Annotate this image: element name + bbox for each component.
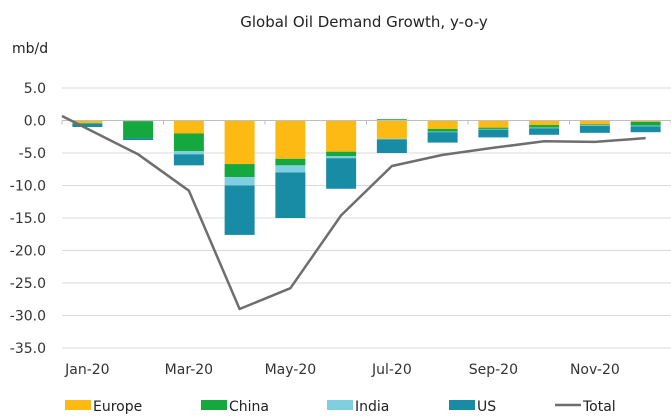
bar-india-mar-20 [173,151,204,155]
bar-china-feb-20 [123,121,154,139]
bar-china-jun-20 [326,151,357,157]
total-line [61,114,646,311]
y-tick-label: -15.0 [10,211,46,227]
bar-europe-aug-20 [427,120,458,129]
y-tick-label: -20.0 [10,244,46,260]
y-tick-label: -30.0 [10,309,46,325]
y-tick-label: 5.0 [24,81,46,97]
legend-label-china: China [229,399,269,415]
legend-swatch-china [201,400,227,410]
bar-china-dec-20 [630,121,661,126]
y-axis-unit-label: mb/d [12,41,48,57]
bar-us-jul-20 [376,139,407,153]
bar-us-may-20 [275,172,306,218]
bar-us-nov-20 [579,125,610,133]
x-tick-label: Nov-20 [570,362,620,378]
legend: Europe China India US Total [65,399,616,415]
bar-us-jun-20 [326,158,357,189]
y-tick-label: 0.0 [24,114,46,130]
bar-china-may-20 [275,158,306,166]
bar-india-jun-20 [326,156,357,159]
bars [72,119,661,235]
bar-china-jul-20 [376,119,407,121]
bar-us-apr-20 [224,185,255,235]
bar-europe-sep-20 [478,120,509,128]
bar-us-oct-20 [529,128,560,135]
bar-europe-oct-20 [529,120,560,126]
chart-title: Global Oil Demand Growth, y-o-y [240,13,488,31]
bar-china-nov-20 [579,124,610,126]
bar-europe-mar-20 [173,120,204,134]
bar-europe-dec-20 [630,120,661,122]
x-tick-label: Jan-20 [64,362,109,378]
legend-label-europe: Europe [93,399,142,415]
y-tick-label: -10.0 [10,179,46,195]
bar-europe-jun-20 [326,120,357,152]
bar-china-sep-20 [478,127,509,129]
x-axis-ticks: Jan-20 Mar-20 May-20 Jul-20 Sep-20 Nov-20 [64,362,620,378]
bar-us-jan-20 [72,123,103,127]
y-tick-label: -35.0 [10,341,46,357]
legend-swatch-us [449,400,475,410]
bar-europe-apr-20 [224,120,255,165]
x-tick-label: Jul-20 [371,362,412,378]
y-axis-ticks: 5.0 0.0 -5.0 -10.0 -15.0 -20.0 -25.0 -30.0 -35.0 [10,81,46,357]
bar-europe-nov-20 [579,120,610,125]
bar-us-aug-20 [427,132,458,143]
bar-china-mar-20 [173,133,204,152]
bar-us-sep-20 [478,129,509,138]
bar-india-aug-20 [427,131,458,133]
bar-china-aug-20 [427,128,458,132]
bar-europe-jan-20 [72,120,103,124]
legend-swatch-europe [65,400,91,410]
bar-china-oct-20 [529,125,560,128]
bar-us-feb-20 [123,138,154,140]
bar-india-oct-20 [529,127,560,129]
total-line-group [61,114,646,311]
bar-europe-jul-20 [376,120,407,139]
bar-us-dec-20 [630,126,661,133]
x-tick-label: May-20 [265,362,317,378]
bar-india-sep-20 [478,128,509,130]
bar-china-apr-20 [224,164,255,178]
y-tick-label: -5.0 [19,146,46,162]
bar-us-mar-20 [173,154,204,166]
bar-china-jan-20 [72,123,103,124]
legend-label-total: Total [582,399,616,415]
legend-label-us: US [477,399,496,415]
bar-india-may-20 [275,165,306,173]
bar-india-apr-20 [224,177,255,186]
bar-india-dec-20 [630,125,661,127]
gridlines [62,87,671,349]
bar-europe-may-20 [275,120,306,159]
bar-india-nov-20 [579,125,610,126]
x-axis [61,120,671,125]
legend-label-india: India [355,399,389,415]
bar-india-jul-20 [376,138,407,140]
legend-swatch-india [327,400,353,410]
y-tick-label: -25.0 [10,276,46,292]
x-tick-label: Sep-20 [469,362,518,378]
x-tick-label: Mar-20 [165,362,213,378]
